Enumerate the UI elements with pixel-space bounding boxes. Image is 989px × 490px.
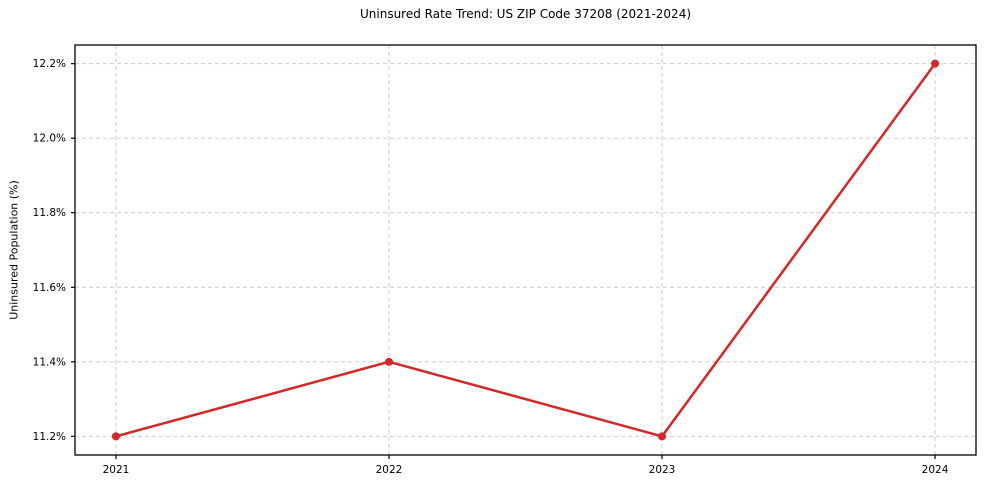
x-tick-label: 2023 [649, 464, 676, 476]
trend-line [114, 62, 937, 438]
y-tick-label: 12.2% [33, 58, 66, 70]
y-tick-label: 11.4% [33, 356, 66, 368]
data-point-marker [111, 432, 120, 441]
chart-title: Uninsured Rate Trend: US ZIP Code 37208 … [359, 7, 692, 21]
x-tick-label: 2021 [103, 464, 130, 476]
y-tick-label: 11.6% [33, 282, 66, 294]
data-point-marker [384, 357, 393, 366]
data-point-marker [658, 432, 667, 441]
y-tick-label: 12.0% [33, 133, 66, 145]
y-tick-label: 11.8% [33, 207, 66, 219]
x-tick-label: 2024 [922, 464, 949, 476]
x-tick-label: 2022 [376, 464, 403, 476]
data-point-marker [931, 59, 940, 68]
plot-border [74, 44, 977, 456]
y-tick-label: 11.2% [33, 431, 66, 443]
